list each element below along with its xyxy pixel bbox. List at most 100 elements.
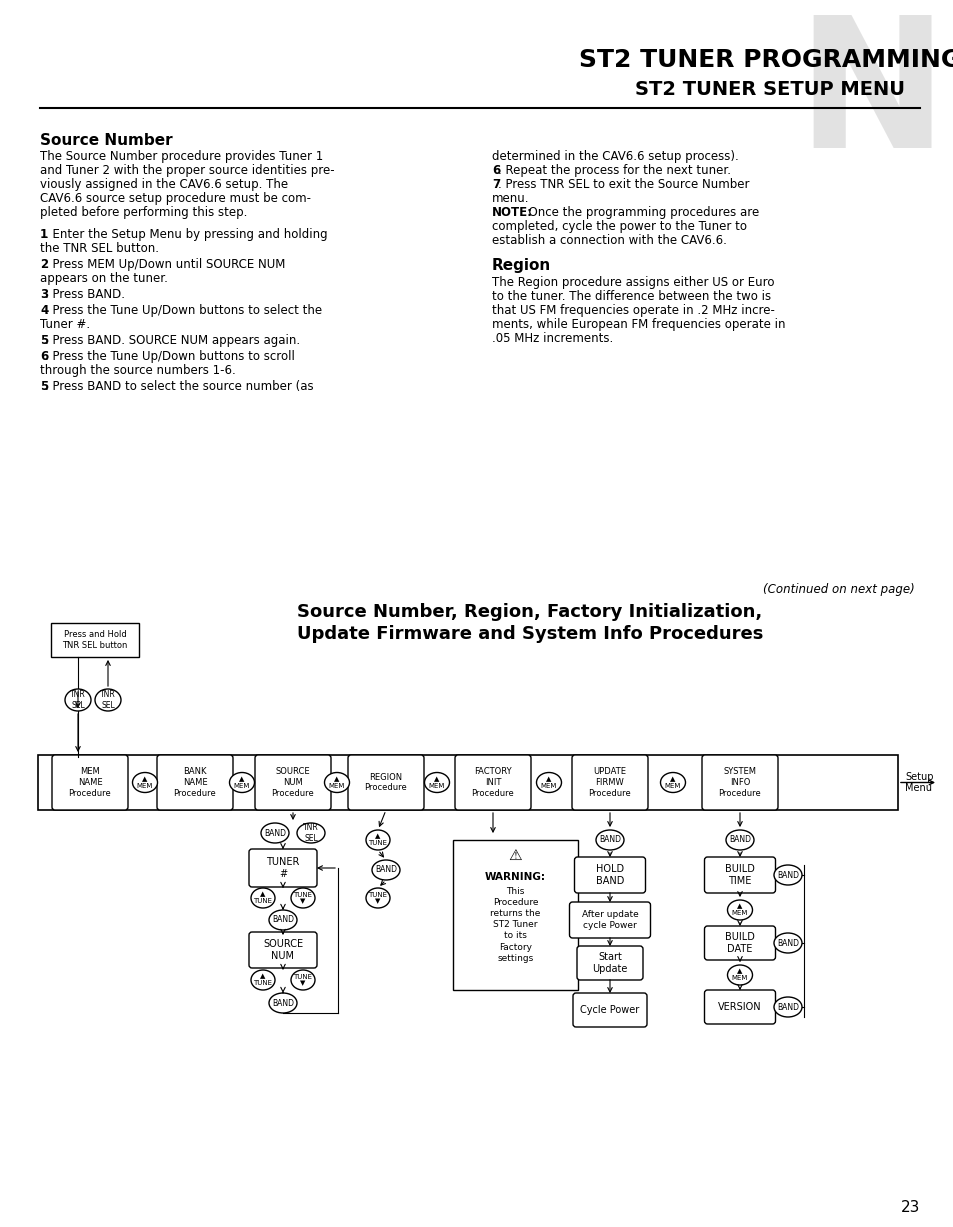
Text: BAND: BAND bbox=[272, 915, 294, 924]
Ellipse shape bbox=[324, 773, 349, 793]
Text: and Tuner 2 with the proper source identities pre-: and Tuner 2 with the proper source ident… bbox=[40, 164, 335, 177]
Text: 3: 3 bbox=[40, 288, 48, 301]
Text: TUNE
▼: TUNE ▼ bbox=[368, 892, 387, 904]
FancyBboxPatch shape bbox=[249, 933, 316, 968]
Text: Source Number: Source Number bbox=[40, 133, 172, 148]
Text: BAND: BAND bbox=[776, 1002, 799, 1011]
Text: SOURCE
NUM
Procedure: SOURCE NUM Procedure bbox=[272, 767, 314, 798]
Text: BANK
NAME
Procedure: BANK NAME Procedure bbox=[173, 767, 216, 798]
Ellipse shape bbox=[659, 773, 685, 793]
FancyBboxPatch shape bbox=[572, 755, 647, 810]
Text: REGION
Procedure: REGION Procedure bbox=[364, 773, 407, 793]
Text: 23: 23 bbox=[900, 1200, 919, 1215]
Text: The Source Number procedure provides Tuner 1: The Source Number procedure provides Tun… bbox=[40, 150, 323, 163]
FancyBboxPatch shape bbox=[51, 623, 139, 656]
Text: Source Number, Region, Factory Initialization,: Source Number, Region, Factory Initializ… bbox=[297, 602, 761, 621]
FancyBboxPatch shape bbox=[574, 856, 645, 893]
Text: NOTE:: NOTE: bbox=[492, 206, 533, 218]
Ellipse shape bbox=[291, 888, 314, 908]
Ellipse shape bbox=[773, 865, 801, 885]
Ellipse shape bbox=[366, 888, 390, 908]
Text: . Press MEM Up/Down until SOURCE NUM: . Press MEM Up/Down until SOURCE NUM bbox=[46, 258, 286, 271]
Text: ▲
MEM: ▲ MEM bbox=[731, 968, 747, 982]
Text: 6: 6 bbox=[492, 164, 499, 177]
Ellipse shape bbox=[251, 971, 274, 990]
Text: appears on the tuner.: appears on the tuner. bbox=[40, 272, 168, 285]
Text: . Repeat the process for the next tuner.: . Repeat the process for the next tuner. bbox=[497, 164, 730, 177]
Text: Once the programming procedures are: Once the programming procedures are bbox=[520, 206, 759, 218]
Text: VERSION: VERSION bbox=[718, 1002, 761, 1012]
Text: 6: 6 bbox=[40, 350, 49, 363]
Text: ▲
MEM: ▲ MEM bbox=[540, 777, 557, 789]
Text: SOURCE
NUM: SOURCE NUM bbox=[263, 939, 303, 961]
Text: . Enter the Setup Menu by pressing and holding: . Enter the Setup Menu by pressing and h… bbox=[46, 228, 328, 240]
Ellipse shape bbox=[269, 910, 296, 930]
Text: determined in the CAV6.6 setup process).: determined in the CAV6.6 setup process). bbox=[492, 150, 738, 163]
Text: BAND: BAND bbox=[272, 999, 294, 1007]
Text: ▲
MEM: ▲ MEM bbox=[731, 903, 747, 917]
Text: UPDATE
FIRMW
Procedure: UPDATE FIRMW Procedure bbox=[588, 767, 631, 798]
FancyBboxPatch shape bbox=[52, 755, 128, 810]
Ellipse shape bbox=[132, 773, 157, 793]
FancyBboxPatch shape bbox=[453, 840, 578, 990]
FancyBboxPatch shape bbox=[701, 755, 778, 810]
Text: BAND: BAND bbox=[264, 828, 286, 838]
Text: . Press the Tune Up/Down buttons to select the: . Press the Tune Up/Down buttons to sele… bbox=[46, 304, 322, 317]
FancyBboxPatch shape bbox=[455, 755, 531, 810]
Text: establish a connection with the CAV6.6.: establish a connection with the CAV6.6. bbox=[492, 234, 726, 247]
FancyBboxPatch shape bbox=[157, 755, 233, 810]
Text: N: N bbox=[796, 10, 947, 187]
FancyBboxPatch shape bbox=[569, 902, 650, 937]
FancyBboxPatch shape bbox=[249, 849, 316, 887]
Text: 1: 1 bbox=[40, 228, 48, 240]
Text: the TNR SEL button.: the TNR SEL button. bbox=[40, 242, 159, 255]
Text: . Press BAND to select the source number (as: . Press BAND to select the source number… bbox=[46, 380, 314, 393]
Text: that US FM frequencies operate in .2 MHz incre-: that US FM frequencies operate in .2 MHz… bbox=[492, 304, 774, 317]
Ellipse shape bbox=[269, 993, 296, 1014]
Text: TUNER
#: TUNER # bbox=[266, 856, 299, 879]
Text: through the source numbers 1-6.: through the source numbers 1-6. bbox=[40, 364, 235, 377]
Text: ▲
MEM: ▲ MEM bbox=[428, 777, 445, 789]
Text: TNR
SEL: TNR SEL bbox=[303, 823, 318, 843]
Text: 2: 2 bbox=[40, 258, 48, 271]
Text: ⚠: ⚠ bbox=[508, 848, 521, 863]
Text: (Continued on next page): (Continued on next page) bbox=[762, 583, 914, 596]
Text: BAND: BAND bbox=[776, 939, 799, 947]
Text: BAND: BAND bbox=[776, 870, 799, 880]
Text: WARNING:: WARNING: bbox=[484, 872, 545, 882]
Text: 4: 4 bbox=[40, 304, 49, 317]
Text: TNR
SEL: TNR SEL bbox=[100, 691, 115, 709]
Ellipse shape bbox=[296, 823, 325, 843]
Text: ▲
MEM: ▲ MEM bbox=[329, 777, 345, 789]
Text: TNR
SEL: TNR SEL bbox=[71, 691, 86, 709]
FancyBboxPatch shape bbox=[254, 755, 331, 810]
FancyBboxPatch shape bbox=[703, 990, 775, 1025]
Ellipse shape bbox=[773, 998, 801, 1017]
Text: viously assigned in the CAV6.6 setup. The: viously assigned in the CAV6.6 setup. Th… bbox=[40, 178, 288, 191]
Ellipse shape bbox=[251, 888, 274, 908]
Text: BUILD
TIME: BUILD TIME bbox=[724, 864, 754, 886]
Text: This
Procedure
returns the
ST2 Tuner
to its
Factory
settings: This Procedure returns the ST2 Tuner to … bbox=[490, 887, 540, 963]
Text: BAND: BAND bbox=[598, 836, 620, 844]
Text: Region: Region bbox=[492, 258, 551, 272]
Text: . Press BAND. SOURCE NUM appears again.: . Press BAND. SOURCE NUM appears again. bbox=[46, 334, 300, 347]
Text: Setup
Menu: Setup Menu bbox=[904, 772, 933, 794]
Ellipse shape bbox=[230, 773, 254, 793]
Text: CAV6.6 source setup procedure must be com-: CAV6.6 source setup procedure must be co… bbox=[40, 191, 311, 205]
Text: SYSTEM
INFO
Procedure: SYSTEM INFO Procedure bbox=[718, 767, 760, 798]
Ellipse shape bbox=[727, 899, 752, 920]
Text: . Press the Tune Up/Down buttons to scroll: . Press the Tune Up/Down buttons to scro… bbox=[46, 350, 295, 363]
Text: to the tuner. The difference between the two is: to the tuner. The difference between the… bbox=[492, 290, 770, 303]
FancyBboxPatch shape bbox=[38, 755, 897, 810]
Text: Tuner #.: Tuner #. bbox=[40, 318, 90, 331]
Text: BUILD
DATE: BUILD DATE bbox=[724, 933, 754, 955]
Text: TUNE
▼: TUNE ▼ bbox=[294, 892, 313, 904]
Text: ▲
MEM: ▲ MEM bbox=[233, 777, 250, 789]
Text: 5: 5 bbox=[40, 334, 49, 347]
Text: completed, cycle the power to the Tuner to: completed, cycle the power to the Tuner … bbox=[492, 220, 746, 233]
Text: 5: 5 bbox=[40, 380, 49, 393]
Ellipse shape bbox=[536, 773, 561, 793]
FancyBboxPatch shape bbox=[573, 993, 646, 1027]
Ellipse shape bbox=[727, 964, 752, 985]
Ellipse shape bbox=[773, 933, 801, 953]
